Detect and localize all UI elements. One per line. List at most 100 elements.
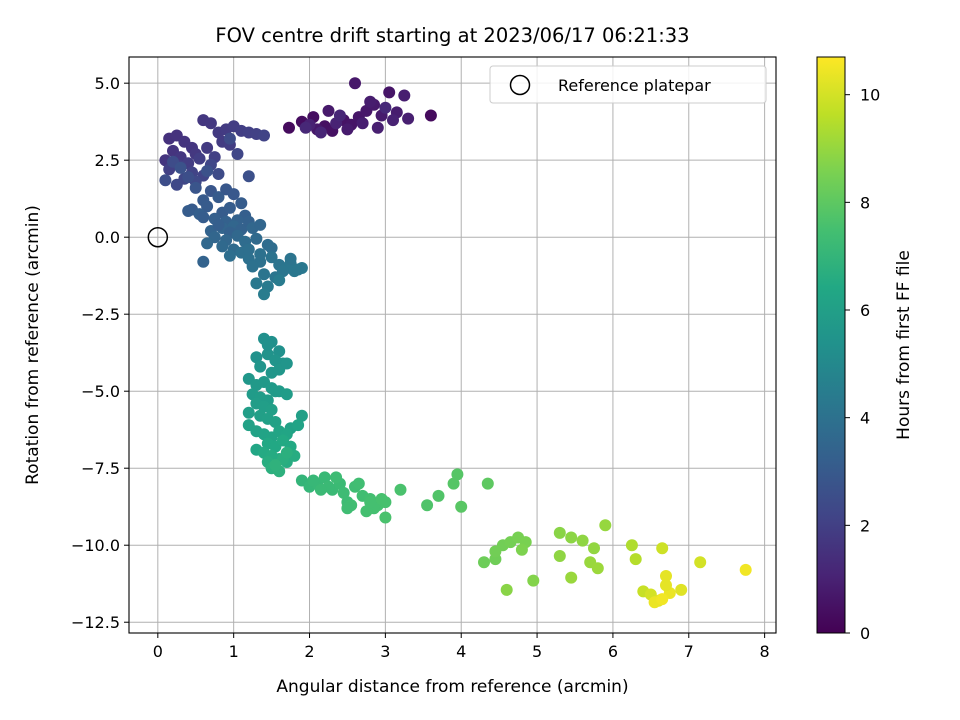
data-point — [341, 502, 354, 515]
data-point — [201, 141, 214, 154]
data-point — [159, 174, 172, 187]
x-tick-label: 4 — [456, 642, 466, 661]
data-point — [387, 114, 399, 127]
data-point — [599, 519, 612, 532]
data-point — [223, 249, 236, 262]
data-point — [489, 545, 502, 558]
data-point — [254, 360, 267, 373]
data-point — [273, 274, 286, 287]
data-point — [356, 117, 369, 130]
data-point — [364, 496, 377, 509]
data-point — [591, 562, 604, 575]
colorbar-tick-label: 0 — [860, 624, 870, 643]
data-point — [201, 200, 214, 213]
data-point — [235, 197, 248, 210]
data-point — [656, 593, 669, 606]
data-point — [371, 121, 384, 134]
data-point — [280, 446, 293, 459]
data-point — [402, 112, 415, 125]
data-point — [307, 474, 320, 487]
data-point — [330, 471, 343, 484]
data-point — [212, 191, 225, 204]
data-point — [250, 232, 263, 245]
colorbar-tick-label: 10 — [860, 86, 880, 105]
data-point — [675, 583, 688, 596]
y-tick-label: 0.0 — [95, 228, 120, 247]
data-point — [182, 171, 195, 184]
data-point — [269, 459, 282, 472]
x-tick-label: 5 — [532, 642, 542, 661]
data-point — [314, 126, 327, 139]
x-tick-label: 7 — [684, 642, 694, 661]
data-point — [337, 486, 350, 499]
data-point — [451, 468, 464, 481]
data-point — [629, 553, 642, 566]
data-point — [527, 574, 540, 587]
data-point — [258, 129, 270, 142]
data-point — [223, 132, 236, 145]
colorbar-tick-label: 4 — [860, 409, 870, 428]
data-point — [352, 477, 365, 490]
data-point — [383, 86, 396, 99]
data-point — [295, 409, 308, 422]
x-tick-label: 8 — [760, 642, 770, 661]
data-point — [292, 419, 305, 432]
data-point — [201, 237, 214, 250]
colorbar-ticks: 0 2 4 6 8 10 — [845, 86, 880, 643]
data-point — [553, 526, 566, 539]
data-point — [481, 477, 494, 490]
y-axis-ticks: 5.0 2.5 0.0 −2.5 −5.0 −7.5 −10.0 −12.5 — [71, 74, 129, 632]
colorbar-tick-label: 2 — [860, 516, 870, 535]
data-point — [447, 477, 460, 490]
data-point — [432, 489, 445, 502]
data-point — [364, 95, 377, 108]
data-point — [375, 493, 388, 505]
y-tick-label: −12.5 — [71, 613, 120, 632]
data-point — [299, 121, 312, 134]
legend-entry-reference: Reference platepar — [558, 76, 711, 95]
data-point — [273, 345, 286, 358]
data-point — [280, 357, 293, 370]
data-point — [739, 563, 752, 576]
y-axis-label: Rotation from reference (arcmin) — [23, 205, 43, 485]
x-axis-ticks: 0 1 2 3 4 5 6 7 8 — [153, 633, 770, 661]
data-point — [261, 339, 274, 351]
x-tick-label: 2 — [304, 642, 314, 661]
data-point — [277, 265, 289, 278]
data-point — [656, 542, 669, 555]
data-point — [265, 403, 278, 416]
colorbar-gradient — [816, 56, 846, 634]
data-point — [197, 211, 210, 224]
data-point — [231, 148, 244, 160]
colorbar-tick-label: 8 — [860, 193, 870, 212]
data-point — [379, 101, 392, 114]
y-tick-label: 2.5 — [95, 151, 120, 170]
data-point — [283, 121, 295, 134]
data-point — [284, 252, 297, 265]
data-point — [398, 89, 411, 102]
plot-frame — [128, 56, 777, 634]
colorbar-tick-label: 6 — [860, 301, 870, 320]
data-point — [424, 109, 437, 122]
data-point — [379, 511, 392, 524]
x-tick-label: 1 — [229, 642, 239, 661]
data-point — [588, 542, 600, 555]
data-point — [565, 571, 578, 584]
data-point — [660, 570, 672, 582]
data-point — [694, 556, 707, 569]
data-point — [182, 205, 195, 217]
y-tick-label: −7.5 — [81, 459, 120, 478]
data-point — [625, 539, 638, 552]
data-point — [318, 471, 331, 484]
data-point — [212, 218, 225, 231]
data-point — [360, 505, 373, 518]
data-point — [322, 104, 335, 117]
data-point — [242, 406, 255, 419]
data-point — [455, 500, 468, 513]
data-point — [170, 178, 183, 191]
legend-marker-icon — [509, 74, 531, 96]
legend: Reference platepar — [489, 65, 767, 104]
data-point — [246, 260, 259, 273]
data-point — [349, 77, 361, 90]
data-point — [254, 218, 267, 231]
